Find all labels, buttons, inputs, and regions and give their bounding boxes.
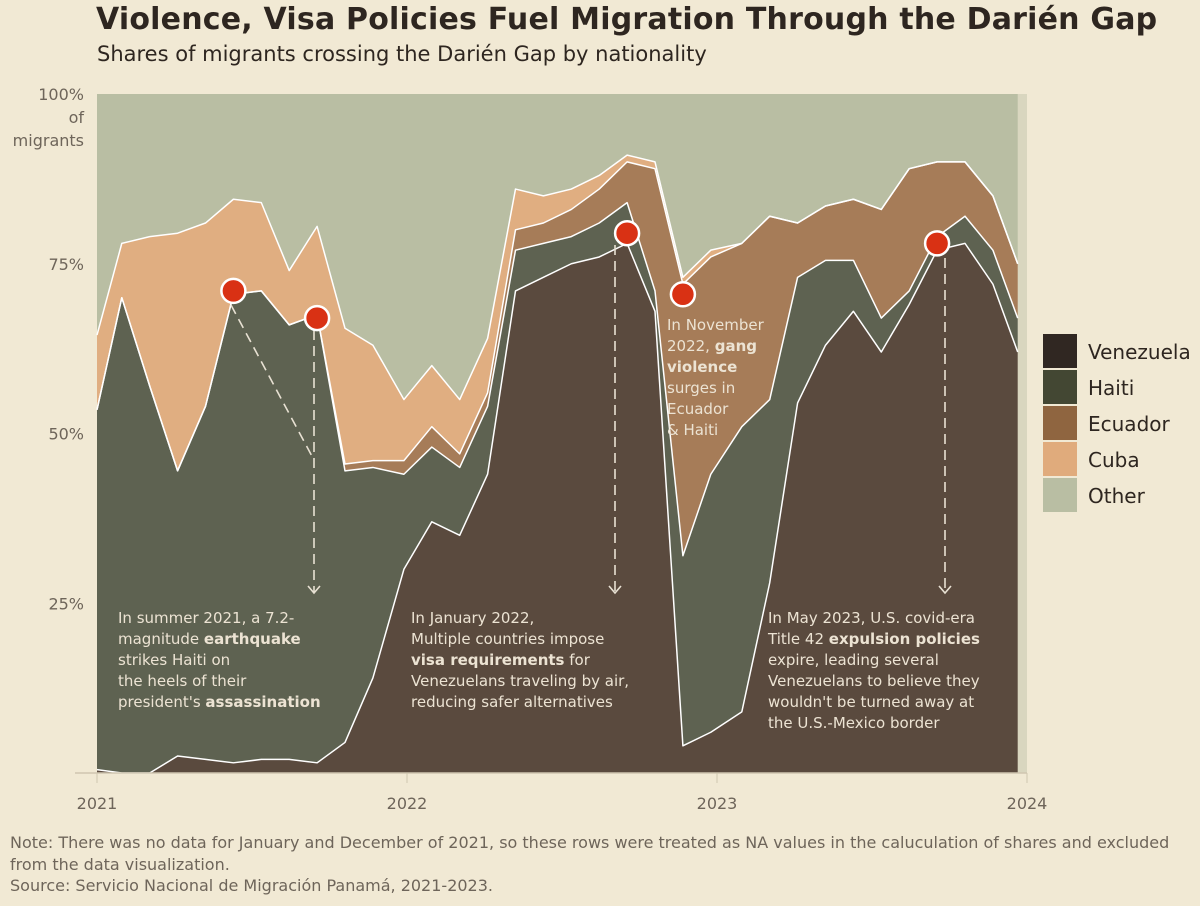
x-tick-label: 2024 <box>1007 794 1048 813</box>
legend-swatch <box>1043 334 1077 368</box>
area-other <box>97 94 1018 400</box>
legend-label: Ecuador <box>1088 412 1170 436</box>
arrowhead <box>938 585 952 595</box>
y-tick-label: 75% <box>48 255 84 274</box>
annotation-text: In May 2023, U.S. covid-era Title 42 expu… <box>767 609 980 732</box>
x-tick-label: 2023 <box>697 794 738 813</box>
area-venezuela <box>97 243 1018 773</box>
legend-swatch <box>1043 406 1077 440</box>
legend-label: Other <box>1088 484 1146 508</box>
legend-swatch <box>1043 478 1077 512</box>
arrowhead <box>307 585 321 595</box>
series-areas <box>97 94 1018 773</box>
x-tick-label: 2022 <box>387 794 428 813</box>
y-tick-label: 100% of migrants <box>13 85 85 150</box>
legend-swatch <box>1043 370 1077 404</box>
chart-subtitle: Shares of migrants crossing the Darién G… <box>97 42 707 66</box>
y-tick-label: 25% <box>48 594 84 613</box>
annotation-text: In summer 2021, a 7.2-magnitude earthqua… <box>118 609 321 711</box>
area-ecuador <box>97 161 1018 556</box>
series-boundaries <box>96 154 1019 774</box>
footnote: Note: There was no data for January and … <box>10 833 1170 874</box>
event-marker <box>669 281 697 308</box>
area-cuba <box>97 155 1018 471</box>
event-marker <box>220 277 247 305</box>
boundary-venezuela <box>96 242 1019 774</box>
annotations: In summer 2021, a 7.2-magnitude earthqua… <box>118 245 980 732</box>
axes: 100% of migrants 75% 50% 25% 2021 2022 2023 2024 <box>13 85 1048 813</box>
annotation-text: In November 2022, gang violence surges in Ec… <box>667 316 765 439</box>
x-tick-label: 2021 <box>77 794 118 813</box>
chart-title: Violence, Visa Policies Fuel Migration T… <box>96 2 1158 37</box>
legend-label: Cuba <box>1088 448 1140 472</box>
boundary-cuba <box>96 154 1019 401</box>
source-credit: Source: Servicio Nacional de Migración P… <box>10 876 493 895</box>
legend-label: Haiti <box>1088 376 1134 400</box>
arrowhead <box>608 585 622 595</box>
connector-line <box>230 304 315 461</box>
legend: Venezuela Haiti Ecuador Cuba Other <box>1043 334 1191 512</box>
annotation-text: In January 2022, Multiple countries impos… <box>411 609 629 711</box>
event-marker <box>613 219 641 247</box>
legend-swatch <box>1043 442 1077 476</box>
event-marker <box>923 230 951 257</box>
y-tick-label: 50% <box>48 425 84 444</box>
area-haiti <box>97 202 1018 773</box>
legend-label: Venezuela <box>1088 340 1191 364</box>
event-marker <box>303 304 331 332</box>
event-markers <box>220 219 951 332</box>
